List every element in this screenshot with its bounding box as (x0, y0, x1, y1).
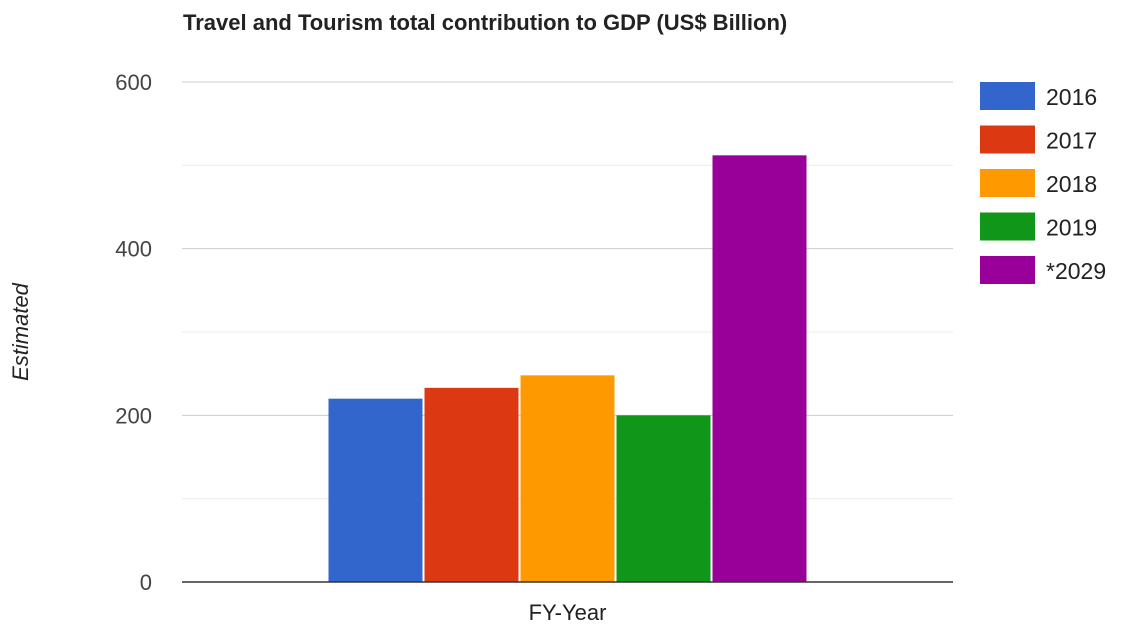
legend-swatch (980, 125, 1035, 154)
chart-title: Travel and Tourism total contribution to… (183, 10, 787, 35)
gridlines (182, 81, 953, 500)
bar-2029 (712, 155, 807, 583)
bar-2017 (424, 387, 519, 582)
bars (328, 155, 807, 583)
y-tick-label: 400 (115, 237, 152, 262)
legend-label: *2029 (1046, 258, 1106, 284)
legend: 2016 2017 2018 2019 *2029 (980, 82, 1106, 284)
x-axis-label: FY-Year (529, 600, 607, 625)
legend-label: 2018 (1046, 171, 1097, 197)
y-tick-label: 200 (115, 403, 152, 428)
bar-2018 (520, 375, 615, 582)
legend-label: 2017 (1046, 128, 1097, 154)
legend-label: 2016 (1046, 84, 1097, 110)
legend-label: 2019 (1046, 215, 1097, 241)
legend-swatch (980, 82, 1035, 110)
y-tick-label: 0 (140, 570, 152, 595)
y-axis-label: Estimated (8, 282, 33, 381)
legend-swatch (980, 212, 1035, 241)
bar-2019 (616, 415, 711, 582)
legend-swatch (980, 256, 1035, 284)
legend-swatch (980, 169, 1035, 197)
y-axis-ticks: 0 200 400 600 (115, 70, 152, 595)
bar-2016 (328, 398, 423, 582)
y-tick-label: 600 (115, 70, 152, 95)
